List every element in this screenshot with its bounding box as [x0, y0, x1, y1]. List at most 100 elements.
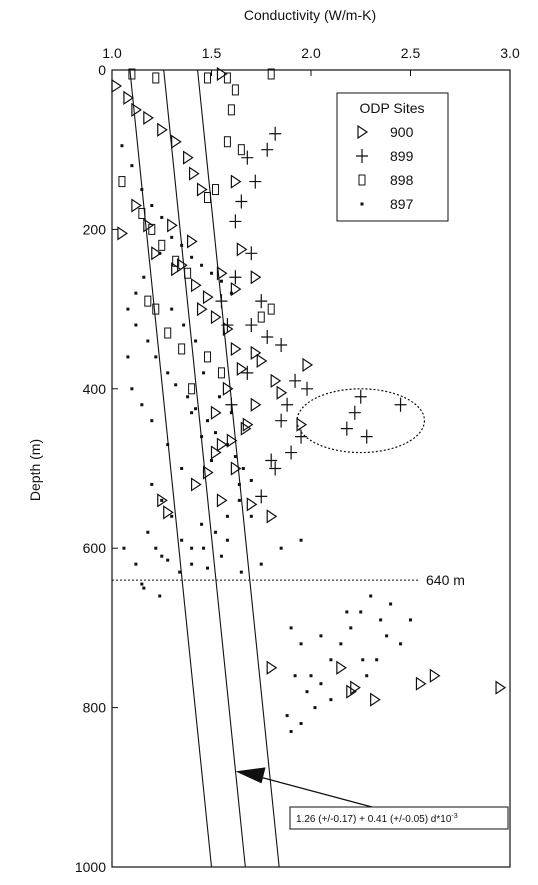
point-site-897	[237, 498, 241, 502]
point-site-898	[152, 303, 160, 315]
point-site-897	[229, 411, 233, 415]
point-site-900	[163, 505, 174, 520]
point-site-900	[171, 134, 182, 149]
legend-label-897: 897	[390, 196, 414, 212]
y-tick-label: 1000	[75, 859, 106, 875]
point-site-900	[250, 345, 262, 361]
point-site-900	[123, 90, 135, 106]
point-site-900	[236, 361, 248, 376]
point-site-900	[230, 341, 242, 357]
point-site-897	[329, 658, 333, 662]
plot-frame	[111, 69, 511, 868]
point-site-898	[204, 192, 212, 204]
point-site-899	[301, 381, 314, 396]
point-site-897	[219, 279, 223, 283]
point-site-897	[289, 626, 293, 630]
point-site-897	[158, 251, 162, 255]
point-site-897	[140, 582, 144, 586]
point-site-900	[216, 66, 228, 82]
point-site-900	[246, 497, 258, 512]
point-site-897	[217, 395, 221, 399]
point-site-898	[128, 68, 136, 80]
point-site-897	[150, 419, 154, 423]
legend-marker-897	[360, 202, 364, 206]
legend-label-900: 900	[390, 124, 414, 140]
point-site-900	[230, 174, 242, 189]
point-site-900	[183, 150, 194, 165]
point-site-900	[157, 122, 168, 137]
point-site-900	[216, 493, 228, 508]
fit-line-upper	[197, 69, 280, 868]
point-site-898	[217, 367, 225, 379]
y-tick-label: 400	[83, 381, 107, 397]
point-site-899	[269, 126, 282, 141]
point-site-897	[190, 546, 194, 550]
point-site-900	[131, 102, 142, 117]
legend-label-898: 898	[390, 172, 414, 188]
point-site-897	[385, 634, 389, 638]
point-site-900	[187, 234, 198, 249]
point-site-900	[196, 182, 208, 197]
axis-ticks: 1.0 1.5 2.0 2.5 3.0 0 200 400 600 800 1000	[75, 45, 520, 875]
point-site-897	[180, 538, 184, 542]
outlier-ellipse	[296, 388, 426, 454]
point-site-897	[225, 538, 229, 542]
point-site-897	[150, 203, 154, 207]
point-site-898	[267, 303, 275, 315]
point-site-900	[302, 357, 314, 373]
point-site-897	[160, 554, 164, 558]
point-site-898	[223, 72, 231, 84]
point-site-899	[249, 174, 262, 189]
point-site-899	[245, 246, 258, 261]
point-site-897	[166, 443, 170, 447]
point-site-897	[237, 482, 241, 486]
point-site-897	[194, 407, 198, 411]
point-site-899	[340, 421, 353, 436]
point-site-899	[265, 453, 278, 468]
point-site-900	[226, 433, 238, 448]
point-site-898	[118, 176, 126, 188]
formula-exponent: -3	[451, 813, 457, 820]
point-site-900	[250, 397, 262, 412]
point-site-898	[231, 84, 239, 96]
point-site-897	[359, 610, 363, 614]
point-site-899	[235, 194, 248, 209]
point-site-900	[240, 421, 252, 436]
point-site-900	[190, 278, 202, 293]
point-site-898	[223, 136, 231, 148]
point-site-899	[281, 397, 294, 412]
point-site-900	[188, 166, 200, 181]
point-site-898	[178, 343, 186, 355]
point-site-898	[237, 144, 245, 156]
x-tick-label: 3.0	[500, 45, 520, 61]
point-site-900	[202, 465, 214, 480]
point-site-897	[210, 271, 213, 275]
point-site-899	[261, 142, 274, 157]
data-points	[111, 66, 507, 734]
x-tick-label: 2.5	[401, 45, 421, 61]
point-site-897	[158, 594, 162, 598]
point-site-897	[182, 323, 186, 327]
point-site-897	[150, 482, 154, 486]
point-site-897	[190, 562, 194, 566]
point-site-897	[279, 546, 283, 550]
point-site-897	[361, 658, 365, 662]
point-site-897	[389, 602, 393, 606]
point-site-897	[249, 478, 253, 482]
point-site-897	[399, 642, 403, 646]
reference-line-label: 640 m	[426, 572, 465, 588]
point-site-898	[152, 72, 160, 84]
x-tick-label: 2.0	[301, 45, 321, 61]
point-site-897	[299, 722, 303, 726]
point-site-900	[236, 242, 248, 257]
point-site-900	[256, 353, 268, 369]
point-site-897	[206, 419, 210, 423]
point-site-898	[158, 239, 166, 251]
point-site-899	[275, 413, 288, 428]
point-site-897	[229, 291, 233, 295]
point-site-899	[275, 337, 288, 352]
point-site-897	[140, 403, 144, 407]
point-site-897	[225, 443, 229, 447]
point-site-897	[239, 570, 243, 574]
point-site-897	[190, 411, 194, 415]
